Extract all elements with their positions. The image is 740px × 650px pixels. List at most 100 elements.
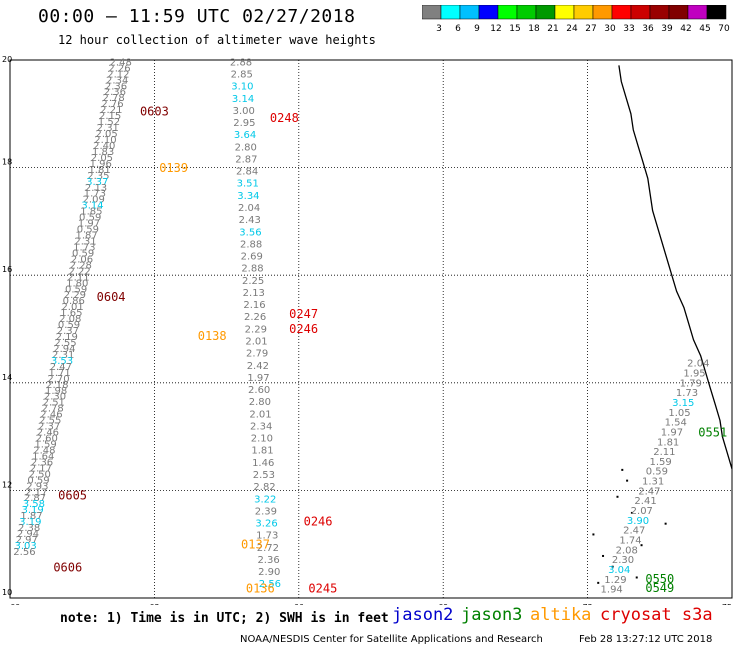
swh-value-label: 1.87	[20, 511, 42, 522]
swh-value-label: 2.30	[612, 555, 634, 566]
swh-value-label: 2.48	[33, 445, 55, 456]
lat-tick-label: 12	[2, 480, 12, 489]
lat-tick-label: 20	[2, 55, 12, 64]
legend-jason3: jason3	[461, 605, 523, 625]
swh-value-label: 1.05	[668, 408, 690, 419]
swh-value-label: 2.87	[24, 493, 46, 504]
pass-time-label: 0248	[270, 111, 299, 125]
swh-value-label: 2.88	[241, 264, 263, 275]
lat-tick-label: 14	[2, 373, 12, 382]
island	[602, 554, 605, 557]
swh-value-label: 2.29	[64, 290, 86, 301]
swh-value-label: 2.28	[70, 260, 92, 271]
swh-value-label: 3.58	[23, 499, 45, 510]
lon-tick-label: 72	[583, 603, 593, 605]
swh-value-label: 2.51	[43, 398, 65, 409]
swh-value-label: 2.31	[52, 350, 74, 361]
swh-value-label: 1.54	[665, 418, 687, 429]
swh-value-label: 2.39	[255, 506, 277, 517]
swh-value-label: 2.25	[242, 276, 264, 287]
swh-value-label: 2.19	[56, 332, 78, 343]
swh-value-label: 2.04	[238, 203, 260, 214]
island	[611, 565, 614, 568]
swh-value-label: 3.22	[254, 494, 276, 505]
colorbar-label: 33	[623, 24, 634, 34]
swh-value-label: 1.46	[252, 458, 274, 469]
swh-value-label: 2.05	[95, 129, 117, 140]
swh-value-label: 2.46	[37, 428, 59, 439]
swh-value-label: 2.08	[616, 545, 638, 556]
swh-value-label: 2.36	[104, 87, 126, 98]
pass-time-label: 0603	[140, 104, 169, 118]
map-subtitle: 12 hour collection of altimeter wave hei…	[58, 33, 376, 47]
swh-value-label: 1.96	[90, 159, 112, 170]
swh-value-label: 2.10	[251, 434, 273, 445]
lon-tick-label: 69	[438, 603, 448, 605]
swh-value-label: 2.17	[30, 463, 52, 474]
swh-value-label: 1.73	[256, 531, 278, 542]
swh-value-label: 2.70	[47, 374, 69, 385]
swh-value-label: 2.31	[74, 236, 96, 247]
swh-value-label: 2.56	[259, 579, 281, 590]
swh-value-label: 0.86	[63, 296, 85, 307]
lat-tick-label: 16	[2, 265, 12, 274]
swh-value-label: 2.43	[239, 215, 261, 226]
swh-value-label: 2.01	[249, 409, 271, 420]
legend-cryosat: cryosat s3a	[600, 605, 713, 625]
swh-value-label: 2.12	[107, 69, 129, 80]
map-title: 00:00 – 11:59 UTC 02/27/2018	[38, 6, 356, 27]
swh-value-label: 2.13	[243, 288, 265, 299]
swh-value-label: 2.69	[241, 252, 263, 263]
swh-value-label: 2.11	[67, 272, 89, 283]
swh-value-label: 2.84	[236, 167, 258, 178]
swh-value-label: 3.14	[81, 201, 103, 212]
swh-value-label: 2.80	[249, 397, 271, 408]
swh-value-label: 2.30	[44, 392, 66, 403]
swh-value-label: 0.59	[65, 284, 87, 295]
colorbar-label: 3	[436, 24, 442, 34]
swh-value-label: 1.79	[680, 378, 702, 389]
island	[592, 533, 595, 536]
swh-value-label: 2.85	[231, 70, 253, 81]
swh-value-label: 2.31	[97, 123, 119, 134]
swh-value-label: 2.37	[57, 326, 79, 337]
swh-value-label: 1.52	[98, 117, 120, 128]
lon-tick-label: 66	[294, 603, 304, 605]
swh-value-label: 1.94	[601, 585, 623, 596]
island	[664, 522, 667, 525]
swh-value-label: 1.73	[73, 242, 95, 253]
swh-value-label: 1.81	[88, 165, 110, 176]
swh-value-label: 3.04	[608, 565, 630, 576]
swh-value-label: 3.37	[86, 177, 108, 188]
swh-value-label: 2.88	[230, 57, 252, 68]
swh-value-label: 2.36	[105, 81, 127, 92]
swh-value-label: 3.19	[19, 517, 41, 528]
swh-value-label: 1.81	[251, 446, 273, 457]
colorbar-label: 70	[718, 24, 730, 34]
swh-value-label: 0.59	[58, 320, 80, 331]
pass-time-label: 0604	[97, 290, 126, 304]
pass-time-label: 0139	[159, 161, 188, 175]
credit-line: NOAA/NESDIS Center for Satellite Applica…	[240, 634, 543, 645]
swh-value-label: 0.59	[77, 225, 99, 236]
swh-value-label: 2.40	[93, 141, 115, 152]
swh-value-label: 2.29	[245, 324, 267, 335]
lat-tick-label: 10	[2, 588, 12, 597]
swh-value-label: 1.97	[78, 219, 100, 230]
swh-value-label: 1.80	[66, 278, 88, 289]
swh-value-label: 2.42	[247, 361, 269, 372]
colorbar-label: 24	[566, 24, 578, 34]
swh-value-label: 2.93	[26, 481, 48, 492]
swh-value-label: 2.08	[59, 314, 81, 325]
swh-value-label: 2.16	[243, 300, 265, 311]
pass-time-label: 0605	[58, 489, 87, 503]
swh-value-label: 3.64	[234, 130, 256, 141]
swh-value-label: 2.97	[16, 535, 38, 546]
swh-value-label: 2.05	[91, 153, 113, 164]
swh-value-label: 2.80	[235, 142, 257, 153]
swh-value-label: 2.09	[83, 195, 105, 206]
lon-tick-label: 75	[722, 603, 732, 605]
swh-value-label: 1.97	[661, 427, 683, 438]
swh-value-label: 3.10	[231, 82, 253, 93]
